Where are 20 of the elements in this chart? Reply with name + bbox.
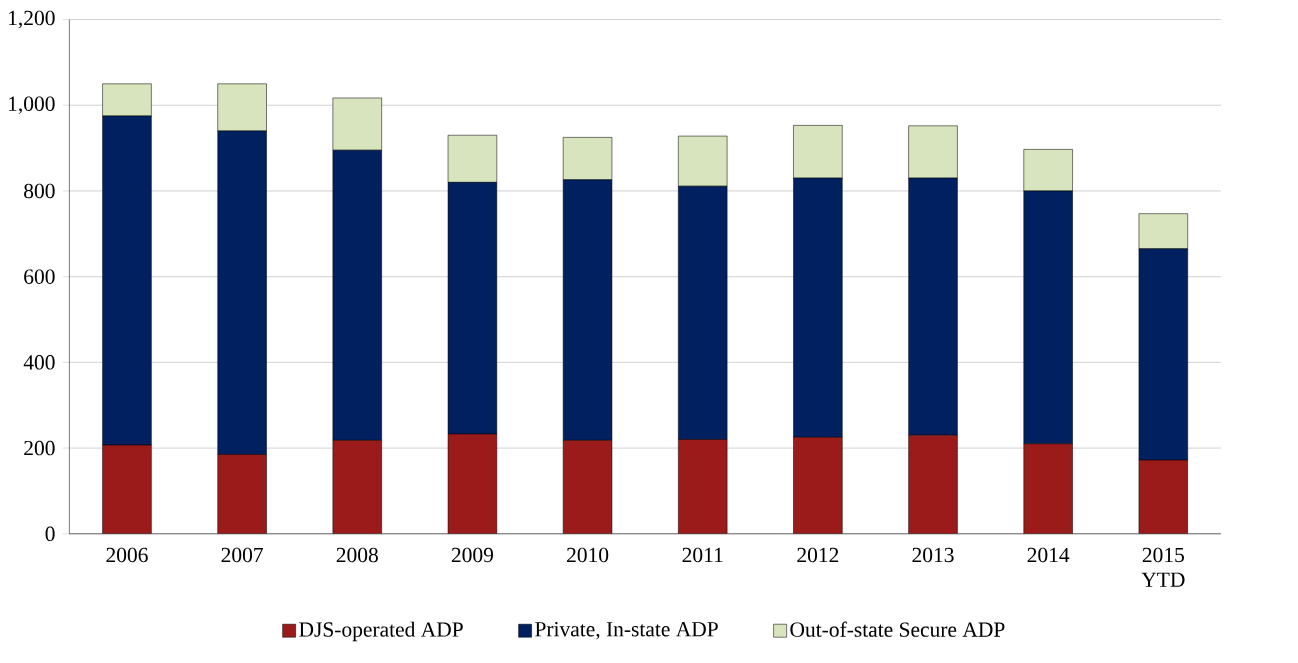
y-tick-label: 1,000 <box>9 96 55 115</box>
x-tick-label: 2007 <box>221 547 263 563</box>
y-tick-label: 400 <box>23 355 55 370</box>
legend-label: DJS-operated ADP <box>299 621 463 642</box>
x-tick-label: 2008 <box>336 547 378 563</box>
legend-label: Private, In-state ADP <box>535 622 718 640</box>
y-tick-label: 600 <box>24 269 55 285</box>
x-tick-label: 2006 <box>106 547 148 563</box>
x-tick-label: 2011 <box>682 547 723 563</box>
y-tick-label: 800 <box>24 183 55 199</box>
x-tick-label: 2013 <box>912 547 954 563</box>
x-tick-label: 2014 <box>1027 547 1070 563</box>
x-tick-label: 2015 YTD <box>1141 547 1185 587</box>
legend-label: Out-of-state Secure ADP <box>790 621 1005 638</box>
x-tick-label: 2010 <box>567 547 609 563</box>
y-tick-label: 200 <box>24 441 55 456</box>
y-tick-label: 1,200 <box>9 10 55 29</box>
x-tick-label: 2012 <box>797 547 839 563</box>
y-tick-label: 0 <box>45 526 55 542</box>
x-tick-label: 2009 <box>451 547 494 563</box>
